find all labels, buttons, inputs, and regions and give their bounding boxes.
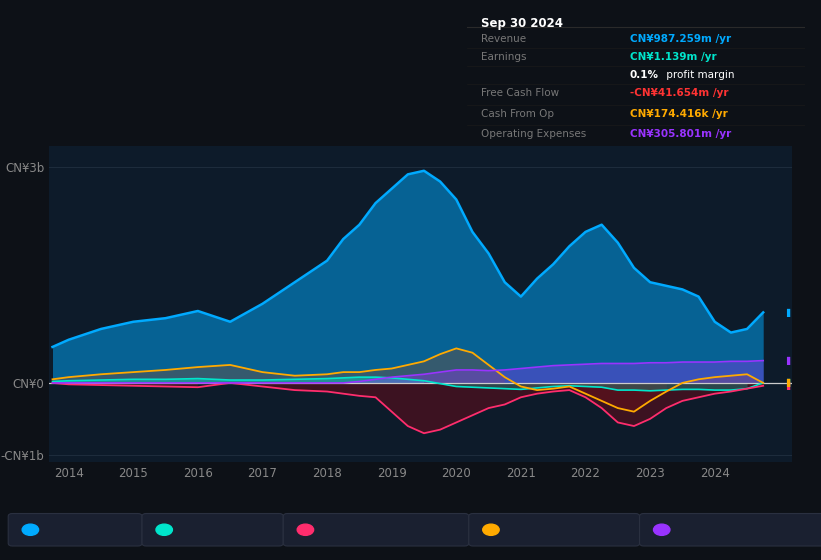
Text: Earnings: Earnings	[177, 525, 224, 535]
Text: CN¥305.801m /yr: CN¥305.801m /yr	[630, 129, 731, 139]
Text: ▌: ▌	[786, 381, 792, 390]
Text: Cash From Op: Cash From Op	[480, 109, 553, 119]
Text: CN¥987.259m /yr: CN¥987.259m /yr	[630, 34, 731, 44]
Text: 0.1%: 0.1%	[630, 70, 658, 80]
Text: Operating Expenses: Operating Expenses	[480, 129, 586, 139]
Text: Operating Expenses: Operating Expenses	[675, 525, 785, 535]
Text: -CN¥41.654m /yr: -CN¥41.654m /yr	[630, 88, 728, 98]
Text: ▌: ▌	[786, 379, 792, 388]
Text: CN¥174.416k /yr: CN¥174.416k /yr	[630, 109, 727, 119]
Text: ▌: ▌	[786, 379, 792, 388]
Text: ▌: ▌	[786, 308, 792, 317]
Text: Cash From Op: Cash From Op	[504, 525, 580, 535]
Text: CN¥1.139m /yr: CN¥1.139m /yr	[630, 52, 716, 62]
Text: Free Cash Flow: Free Cash Flow	[480, 88, 559, 98]
Text: Free Cash Flow: Free Cash Flow	[319, 525, 401, 535]
Text: Earnings: Earnings	[480, 52, 526, 62]
Text: Revenue: Revenue	[480, 34, 525, 44]
Text: ▌: ▌	[786, 356, 792, 365]
Text: Revenue: Revenue	[44, 525, 91, 535]
Text: profit margin: profit margin	[663, 70, 735, 80]
Text: Sep 30 2024: Sep 30 2024	[480, 17, 562, 30]
